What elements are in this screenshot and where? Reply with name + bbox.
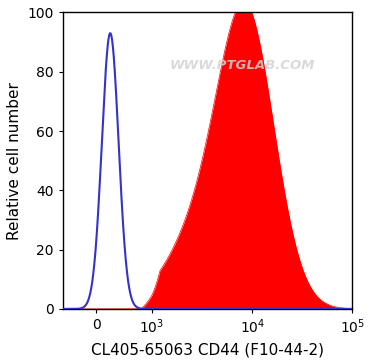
Y-axis label: Relative cell number: Relative cell number [7,82,22,240]
X-axis label: CL405-65063 CD44 (F10-44-2): CL405-65063 CD44 (F10-44-2) [91,342,324,357]
Text: WWW.PTGLAB.COM: WWW.PTGLAB.COM [170,59,315,72]
